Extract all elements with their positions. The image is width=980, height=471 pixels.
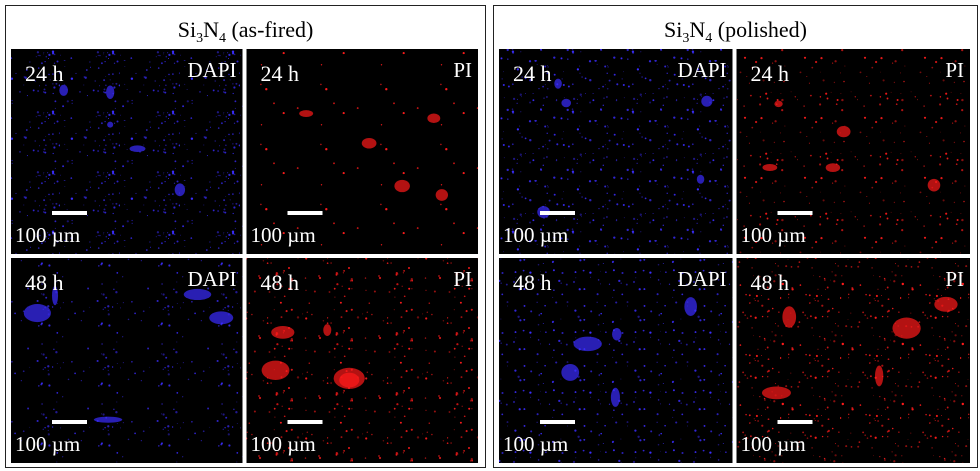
stain-label: PI	[453, 58, 472, 82]
micrograph: 48 h DAPI 100 µm	[11, 258, 243, 463]
scale-label: 100 µm	[741, 223, 806, 247]
speckle	[11, 49, 243, 254]
stain-label: PI	[945, 58, 964, 82]
panel: Si3N4 (as-fired) 24 h DAPI 100 µm 24 h PI 100 …	[5, 5, 486, 468]
blob	[892, 317, 921, 339]
time-label: 24 h	[261, 61, 300, 86]
blob	[183, 288, 212, 300]
blob	[875, 365, 884, 387]
blob	[554, 78, 562, 89]
blob	[51, 285, 59, 306]
blob	[696, 174, 705, 184]
blob	[271, 325, 295, 339]
blob	[561, 98, 572, 108]
subscript: 4	[705, 31, 712, 46]
time-label: 48 h	[513, 270, 552, 295]
scale-label: 100 µm	[15, 432, 80, 456]
micrograph: 24 h PI 100 µm	[246, 49, 478, 254]
blob	[934, 296, 958, 312]
blob	[612, 328, 622, 341]
blob	[684, 297, 697, 316]
blob	[774, 100, 783, 108]
micrograph: 48 h DAPI 100 µm	[499, 258, 733, 463]
speckle	[499, 49, 733, 254]
panel-title: Si3N4 (polished)	[664, 17, 807, 46]
scale-label: 100 µm	[503, 223, 568, 247]
scale-label: 100 µm	[251, 223, 316, 247]
micrograph: 24 h DAPI 100 µm	[499, 49, 733, 254]
time-label: 48 h	[25, 270, 64, 295]
blob	[107, 121, 114, 128]
blob	[299, 110, 314, 117]
stain-label: DAPI	[187, 267, 236, 291]
blob	[782, 306, 797, 328]
stain-label: PI	[453, 267, 472, 291]
blob	[427, 113, 441, 123]
scale-label: 100 µm	[503, 432, 568, 456]
stain-label: DAPI	[677, 58, 726, 82]
blob	[106, 85, 115, 99]
blob	[561, 364, 580, 381]
stain-label: PI	[945, 267, 964, 291]
blob	[59, 84, 69, 96]
title-part: Si	[178, 17, 196, 42]
blob	[761, 386, 791, 400]
title-part: Si	[664, 17, 682, 42]
time-label: 24 h	[513, 61, 552, 86]
subscript: 4	[219, 31, 226, 46]
title-part: N	[203, 17, 219, 42]
blob	[209, 311, 234, 325]
blob	[435, 189, 449, 201]
title-part: (as-fired)	[226, 17, 313, 42]
blob	[333, 367, 365, 389]
speckle	[736, 258, 970, 463]
title-part: (polished)	[712, 17, 807, 42]
blob	[23, 304, 51, 323]
speckle	[736, 49, 970, 254]
panel-title: Si3N4 (as-fired)	[178, 17, 314, 46]
subscript: 3	[196, 31, 203, 46]
blob	[573, 336, 602, 352]
blob	[323, 324, 332, 336]
stain-label: DAPI	[187, 58, 236, 82]
time-label: 48 h	[261, 270, 300, 295]
subscript: 3	[682, 31, 689, 46]
blob	[825, 163, 841, 173]
speckle	[246, 49, 478, 254]
blob	[836, 125, 851, 138]
title-part: N	[689, 17, 705, 42]
blob	[610, 387, 620, 407]
panel: Si3N4 (polished) 24 h DAPI 100 µm 24 h PI 100 …	[493, 5, 978, 468]
time-label: 24 h	[751, 61, 790, 86]
blob	[762, 163, 778, 172]
speckle	[499, 258, 733, 463]
blob	[129, 145, 146, 152]
micrograph: 24 h PI 100 µm	[736, 49, 970, 254]
scale-label: 100 µm	[741, 432, 806, 456]
blob	[93, 416, 123, 423]
micrograph: 24 h DAPI 100 µm	[11, 49, 243, 254]
micrograph: 48 h PI 100 µm	[246, 258, 478, 463]
time-label: 48 h	[751, 270, 790, 295]
blob	[261, 360, 290, 381]
blob	[174, 183, 186, 197]
time-label: 24 h	[25, 61, 64, 86]
scale-label: 100 µm	[15, 223, 80, 247]
blob	[394, 179, 410, 193]
micrograph: 48 h PI 100 µm	[736, 258, 970, 463]
blob	[927, 178, 941, 192]
speckle	[246, 258, 478, 463]
blob	[701, 95, 713, 107]
scale-label: 100 µm	[251, 432, 316, 456]
blob	[361, 137, 377, 149]
stain-label: DAPI	[677, 267, 726, 291]
